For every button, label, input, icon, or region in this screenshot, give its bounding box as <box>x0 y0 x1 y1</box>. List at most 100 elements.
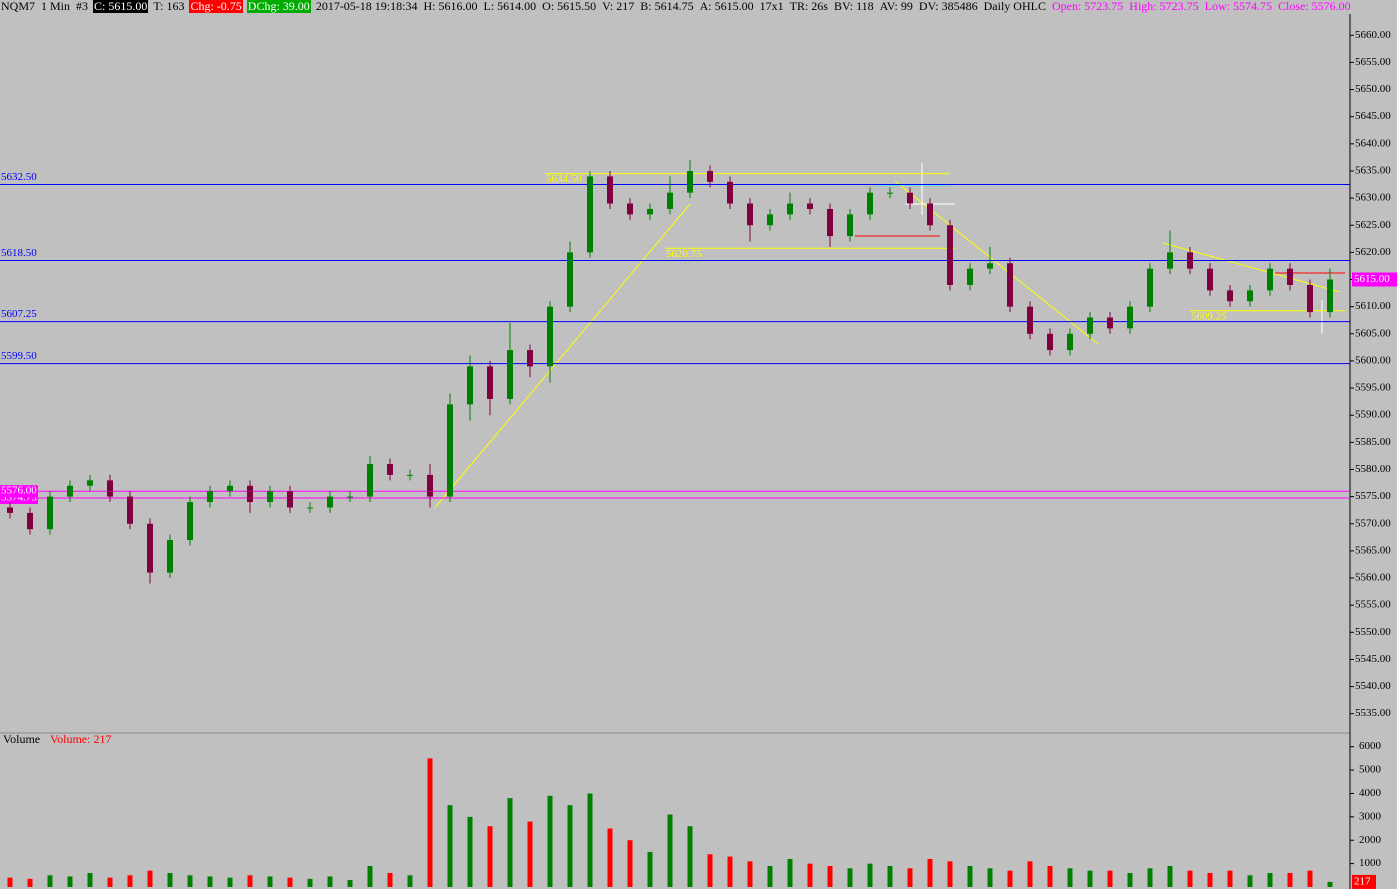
annotation-label: 5634.50 <box>546 173 582 185</box>
volume-bar <box>347 879 353 887</box>
header-item: O: 5615.50 <box>542 0 597 13</box>
volume-bar <box>687 826 693 887</box>
volume-bar <box>1027 861 1033 887</box>
level-label: 5599.50 <box>1 350 37 362</box>
volume-bar <box>1227 870 1233 887</box>
volume-bar <box>227 877 233 887</box>
candle-body <box>747 203 753 226</box>
header-item: B: 5614.75 <box>640 0 694 13</box>
header-item: Daily OHLC <box>983 0 1046 13</box>
candle-body <box>107 480 113 497</box>
candle-body <box>247 485 253 503</box>
candle-body <box>1207 268 1213 291</box>
header-item: Low: 5574.75 <box>1204 0 1272 13</box>
candle-body <box>27 512 33 530</box>
candle-body <box>587 176 593 253</box>
last-price-label: 5615.00 <box>1354 273 1390 285</box>
level-label: 5618.50 <box>1 247 37 259</box>
last-volume-bg <box>1352 874 1376 889</box>
candle-body <box>927 203 933 226</box>
candle-body <box>467 366 473 405</box>
candle-body <box>1027 306 1033 334</box>
header-item: 17x1 <box>759 0 784 13</box>
candle-body <box>507 350 513 399</box>
candle-body <box>287 491 293 508</box>
y-tick-label: 5605.00 <box>1355 327 1391 339</box>
volume-tick-label: 3000 <box>1359 810 1382 822</box>
volume-bar <box>467 816 473 887</box>
y-tick-label: 5640.00 <box>1355 137 1391 149</box>
volume-bar <box>1087 870 1093 887</box>
header-item: V: 217 <box>602 0 635 13</box>
volume-bar <box>107 877 113 887</box>
volume-bar <box>1187 870 1193 887</box>
volume-tick-label: 5000 <box>1359 764 1382 776</box>
header-item: High: 5723.75 <box>1129 0 1199 13</box>
volume-bar <box>727 856 733 887</box>
header-item: Chg: -0.75 <box>189 0 243 13</box>
candle-body <box>787 203 793 215</box>
candle-body <box>127 496 133 524</box>
volume-bar <box>1307 870 1313 887</box>
volume-bar <box>1267 872 1273 887</box>
level-label: 5632.50 <box>1 171 37 183</box>
volume-bar <box>67 876 73 887</box>
candle-body <box>847 214 853 237</box>
candle-body <box>347 496 353 498</box>
level-label: 5576.00 <box>1 485 37 497</box>
trend-line <box>434 203 691 508</box>
volume-bar <box>1107 870 1113 887</box>
candle-body <box>327 496 333 508</box>
candle-body <box>307 507 313 509</box>
volume-bar <box>947 861 953 887</box>
candle-body <box>187 502 193 541</box>
volume-bar <box>27 878 33 887</box>
y-tick-label: 5570.00 <box>1355 517 1391 529</box>
volume-bar <box>167 872 173 887</box>
y-tick-label: 5575.00 <box>1355 490 1391 502</box>
header-item: A: 5615.00 <box>699 0 754 13</box>
candle-body <box>1327 279 1333 313</box>
y-tick-label: 5620.00 <box>1355 246 1391 258</box>
volume-bar <box>667 814 673 887</box>
candle-body <box>7 507 13 513</box>
volume-bar <box>427 758 433 887</box>
candle-body <box>47 496 53 530</box>
candle-body <box>647 208 653 215</box>
volume-tick-label: 1000 <box>1359 857 1382 869</box>
volume-bar <box>827 865 833 887</box>
y-tick-label: 5610.00 <box>1355 300 1391 312</box>
header-item: 2017-05-18 19:18:34 <box>315 0 418 13</box>
volume-tick-label: 2000 <box>1359 834 1382 846</box>
header-item: L: 5614.00 <box>483 0 537 13</box>
y-tick-label: 5625.00 <box>1355 219 1391 231</box>
level-label: 5607.25 <box>1 308 37 320</box>
y-tick-label: 5555.00 <box>1355 599 1391 611</box>
header-item: TR: 26s <box>789 0 828 13</box>
header-item: C: 5615.00 <box>93 0 149 13</box>
y-tick-label: 5600.00 <box>1355 354 1391 366</box>
volume-bar <box>787 858 793 887</box>
volume-bar <box>367 865 373 887</box>
candle-body <box>487 366 493 399</box>
candle-body <box>607 176 613 204</box>
volume-bar <box>887 865 893 887</box>
last-price-bg <box>1352 272 1397 287</box>
y-tick-label: 5545.00 <box>1355 653 1391 665</box>
candle-body <box>447 404 453 497</box>
candle-body <box>567 252 573 307</box>
volume-bar <box>627 840 633 887</box>
volume-bar <box>867 863 873 887</box>
candle-body <box>1167 252 1173 269</box>
volume-bar <box>1207 872 1213 887</box>
candle-body <box>67 485 73 497</box>
candle-body <box>707 170 713 182</box>
volume-bar <box>447 805 453 887</box>
volume-bar <box>307 878 313 887</box>
header-item: DV: 385486 <box>918 0 978 13</box>
candle-body <box>1147 268 1153 307</box>
volume-bar <box>967 865 973 887</box>
candle-body <box>907 192 913 204</box>
